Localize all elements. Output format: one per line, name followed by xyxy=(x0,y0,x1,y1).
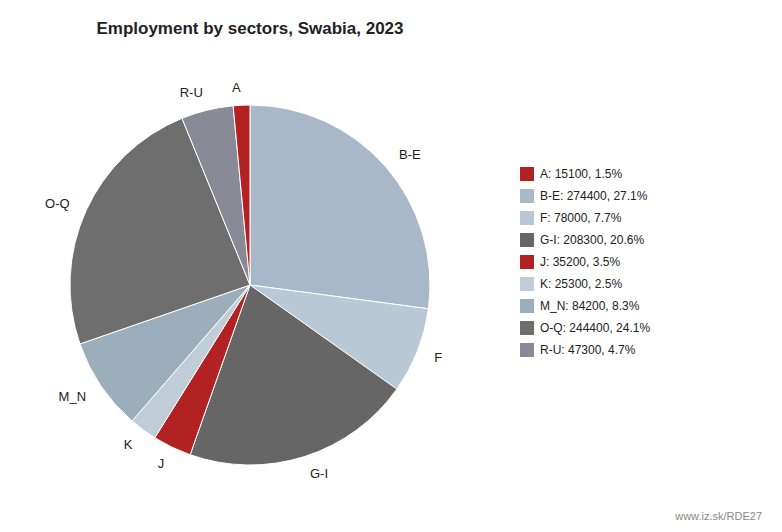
slice-label: B-E xyxy=(399,147,421,162)
slice-label: G-I xyxy=(310,466,328,481)
legend-swatch xyxy=(520,167,534,181)
legend-item: B-E: 274400, 27.1% xyxy=(520,189,648,203)
legend-label: B-E: 274400, 27.1% xyxy=(540,189,648,203)
legend-item: R-U: 47300, 4.7% xyxy=(520,343,636,357)
legend-label: R-U: 47300, 4.7% xyxy=(540,343,636,357)
legend-swatch xyxy=(520,211,534,225)
title: Employment by sectors, Swabia, 2023 xyxy=(96,19,403,38)
legend-item: O-Q: 244400, 24.1% xyxy=(520,321,650,335)
slice xyxy=(250,105,430,309)
legend-item: G-I: 208300, 20.6% xyxy=(520,233,644,247)
slice-label: K xyxy=(124,437,133,452)
slice-label: J xyxy=(158,456,165,471)
legend-swatch xyxy=(520,277,534,291)
legend-label: F: 78000, 7.7% xyxy=(540,211,622,225)
legend-swatch xyxy=(520,321,534,335)
slice-label: R-U xyxy=(180,85,203,100)
slice xyxy=(233,105,250,285)
legend-label: K: 25300, 2.5% xyxy=(540,277,622,291)
legend-label: A: 15100, 1.5% xyxy=(540,167,622,181)
legend-item: K: 25300, 2.5% xyxy=(520,277,622,291)
chart: Employment by sectors, Swabia, 2023 B-E F G… xyxy=(0,0,782,532)
legend-item: M_N: 84200, 8.3% xyxy=(520,299,640,313)
slice xyxy=(182,106,250,285)
legend-swatch xyxy=(520,189,534,203)
legend-item: J: 35200, 3.5% xyxy=(520,255,620,269)
legend-label: J: 35200, 3.5% xyxy=(540,255,620,269)
slice-label: O-Q xyxy=(45,196,70,211)
legend-label: O-Q: 244400, 24.1% xyxy=(540,321,650,335)
watermark: www.iz.sk/RDE27 xyxy=(674,510,762,522)
legend-swatch xyxy=(520,255,534,269)
legend-swatch xyxy=(520,233,534,247)
slice-label: F xyxy=(434,350,442,365)
legend-swatch xyxy=(520,299,534,313)
legend-swatch xyxy=(520,343,534,357)
legend: A: 15100, 1.5% B-E: 274400, 27.1% F: 78000… xyxy=(520,167,650,357)
legend-item: A: 15100, 1.5% xyxy=(520,167,622,181)
legend-item: F: 78000, 7.7% xyxy=(520,211,622,225)
pie xyxy=(70,105,430,465)
legend-label: G-I: 208300, 20.6% xyxy=(540,233,644,247)
legend-label: M_N: 84200, 8.3% xyxy=(540,299,640,313)
slice-label: M_N xyxy=(59,389,86,404)
slice-labels: B-E F G-I J K M_N O-Q R-U A xyxy=(45,80,442,481)
slice-label: A xyxy=(232,80,241,95)
